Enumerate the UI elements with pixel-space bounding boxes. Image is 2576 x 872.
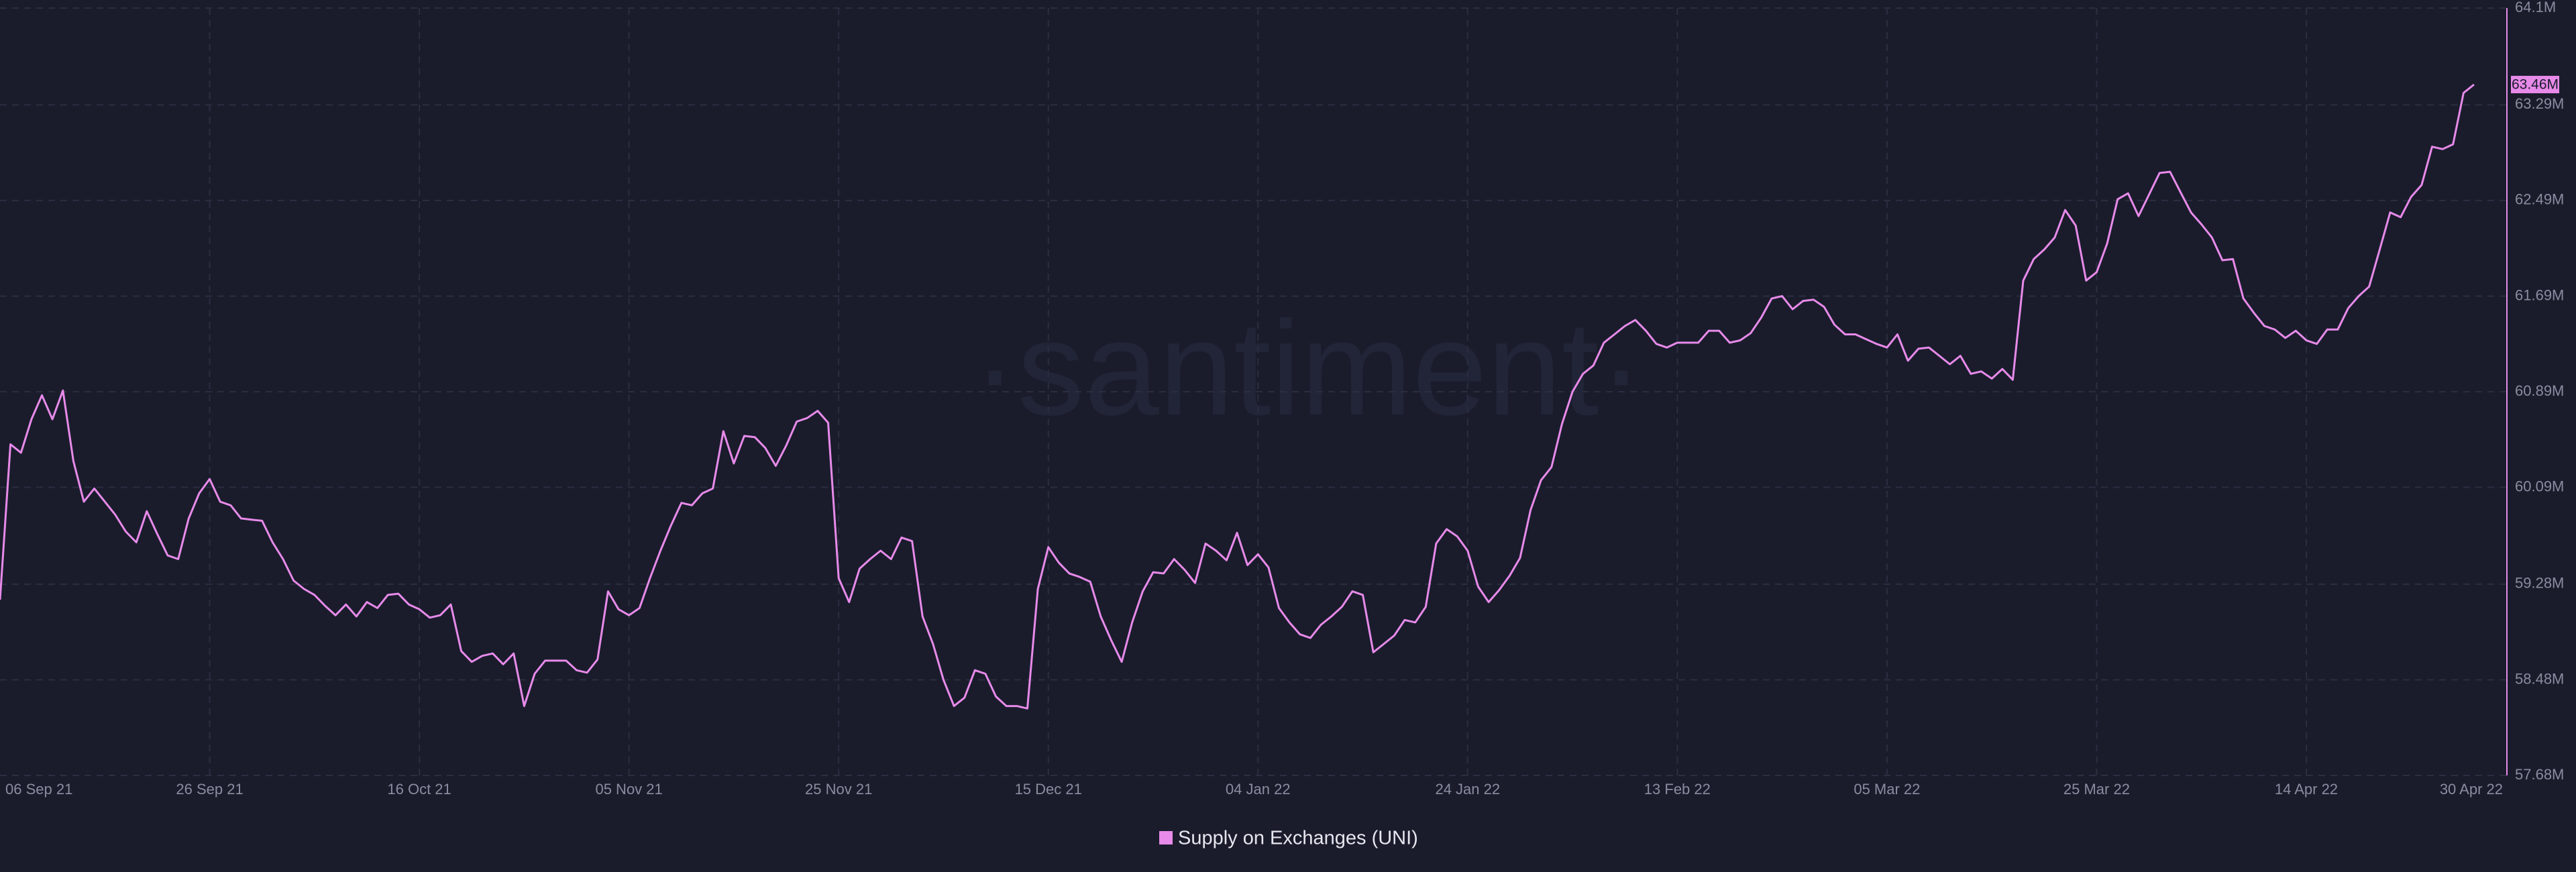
legend-label: Supply on Exchanges (UNI): [1178, 828, 1418, 849]
y-tick-label: 58.48M: [2515, 670, 2564, 687]
watermark: ·santiment·: [973, 294, 1644, 443]
x-tick-label: 15 Dec 21: [1015, 781, 1082, 798]
x-tick-label: 13 Feb 22: [1644, 781, 1711, 798]
y-tick-label: 59.28M: [2515, 575, 2564, 592]
x-tick-label: 24 Jan 22: [1435, 781, 1500, 798]
x-tick-label: 16 Oct 21: [387, 781, 451, 798]
x-tick-label: 05 Mar 22: [1854, 781, 1920, 798]
legend-swatch: [1159, 831, 1173, 844]
y-tick-label: 57.68M: [2515, 766, 2564, 783]
x-tick-label: 05 Nov 21: [595, 781, 662, 798]
current-value-badge: [2511, 76, 2559, 94]
y-tick-label: 61.69M: [2515, 286, 2564, 303]
y-tick-label: 63.29M: [2515, 95, 2564, 112]
series-line: [0, 83, 2475, 710]
y-tick-label: 60.09M: [2515, 478, 2564, 494]
x-tick-label: 06 Sep 21: [5, 781, 72, 798]
current-value-label: 63.46M: [2512, 77, 2559, 93]
x-tick-label: 25 Mar 22: [2063, 781, 2130, 798]
x-tick-label: 30 Apr 22: [2440, 781, 2503, 798]
x-tick-label: 14 Apr 22: [2275, 781, 2338, 798]
x-tick-label: 25 Nov 21: [805, 781, 872, 798]
y-tick-label: 60.89M: [2515, 382, 2564, 399]
y-tick-label: 62.49M: [2515, 191, 2564, 208]
x-tick-label: 26 Sep 21: [176, 781, 243, 798]
y-tick-label: 64.1M: [2515, 0, 2556, 15]
x-tick-label: 04 Jan 22: [1226, 781, 1291, 798]
